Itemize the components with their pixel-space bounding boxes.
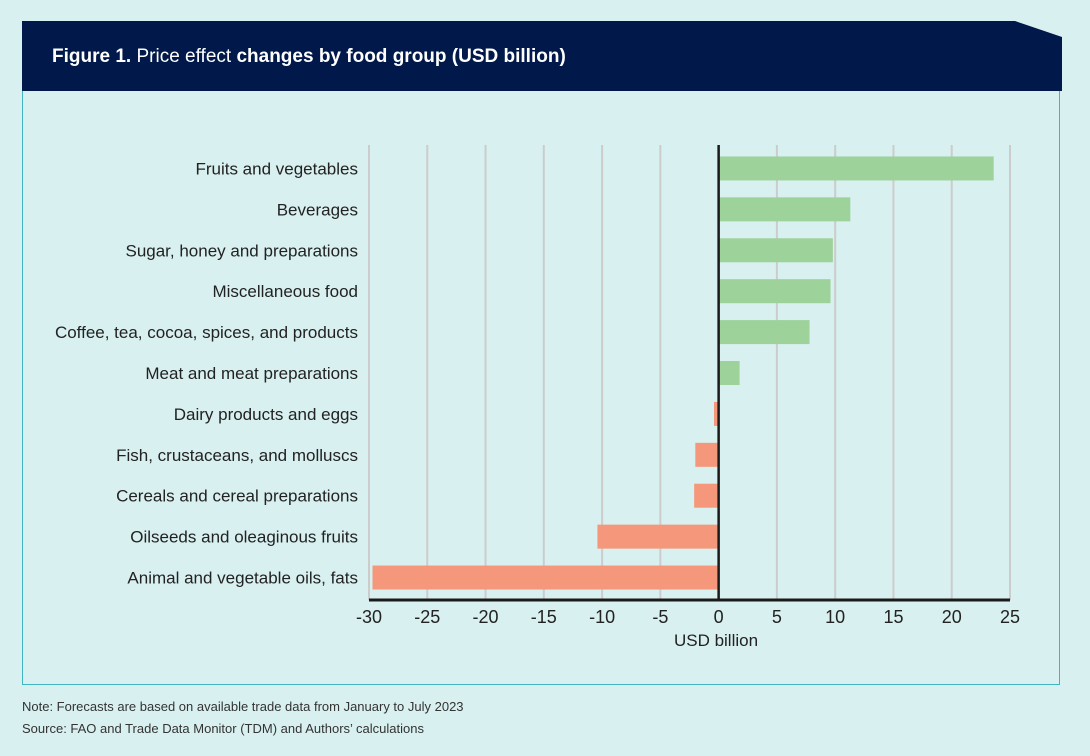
x-tick-label: 5 xyxy=(772,607,782,627)
bar xyxy=(713,401,719,426)
header-background xyxy=(22,21,1062,91)
tick-labels: -30 -25 -20 -15 -10 -5 0 5 10 15 20 25 xyxy=(356,607,1020,627)
x-tick-label: 20 xyxy=(942,607,962,627)
bars xyxy=(372,156,994,590)
bar xyxy=(694,483,719,508)
category-label: Dairy products and eggs xyxy=(174,405,358,424)
bar-chart: Fruits and vegetables Beverages Sugar, hon… xyxy=(55,145,1020,650)
bar xyxy=(718,197,851,222)
axes xyxy=(369,145,1010,602)
category-label: Fish, crustaceans, and molluscs xyxy=(116,446,358,465)
category-label: Oilseeds and oleaginous fruits xyxy=(130,528,358,547)
title-bold: changes by food group (USD billion) xyxy=(236,46,566,67)
bar xyxy=(597,524,719,549)
bar xyxy=(695,442,719,467)
category-label: Fruits and vegetables xyxy=(195,159,358,178)
x-axis-label: USD billion xyxy=(674,631,758,650)
figure-header: Figure 1. Price effect changes by food g… xyxy=(22,21,1062,91)
x-tick-label: -5 xyxy=(652,607,668,627)
x-tick-label: -10 xyxy=(589,607,615,627)
x-tick-label: -30 xyxy=(356,607,382,627)
figure-title: Figure 1. Price effect changes by food g… xyxy=(52,46,566,68)
category-labels: Fruits and vegetables Beverages Sugar, hon… xyxy=(55,159,358,587)
x-tick-label: 10 xyxy=(825,607,845,627)
x-tick-label: 25 xyxy=(1000,607,1020,627)
category-label: Sugar, honey and preparations xyxy=(125,241,358,260)
bar xyxy=(718,156,994,181)
category-label: Meat and meat preparations xyxy=(145,364,358,383)
source-text: Source: FAO and Trade Data Monitor (TDM)… xyxy=(22,721,424,736)
x-tick-label: -15 xyxy=(531,607,557,627)
category-label: Beverages xyxy=(277,200,358,219)
category-label: Miscellaneous food xyxy=(212,282,358,301)
x-tick-label: 15 xyxy=(883,607,903,627)
title-light: Price effect xyxy=(131,46,237,67)
x-tick-label: 0 xyxy=(714,607,724,627)
bar xyxy=(718,361,740,385)
bar xyxy=(718,238,833,263)
category-label: Cereals and cereal preparations xyxy=(116,487,358,506)
chart-panel xyxy=(22,91,1060,685)
note-text: Note: Forecasts are based on available t… xyxy=(22,699,464,714)
x-tick-label: -25 xyxy=(414,607,440,627)
bar xyxy=(718,320,810,345)
bar xyxy=(718,279,831,304)
category-label: Animal and vegetable oils, fats xyxy=(127,569,358,588)
figure-label: Figure 1. xyxy=(52,46,132,67)
bar xyxy=(372,565,719,590)
x-tick-label: -20 xyxy=(473,607,499,627)
category-label: Coffee, tea, cocoa, spices, and products xyxy=(55,323,358,342)
